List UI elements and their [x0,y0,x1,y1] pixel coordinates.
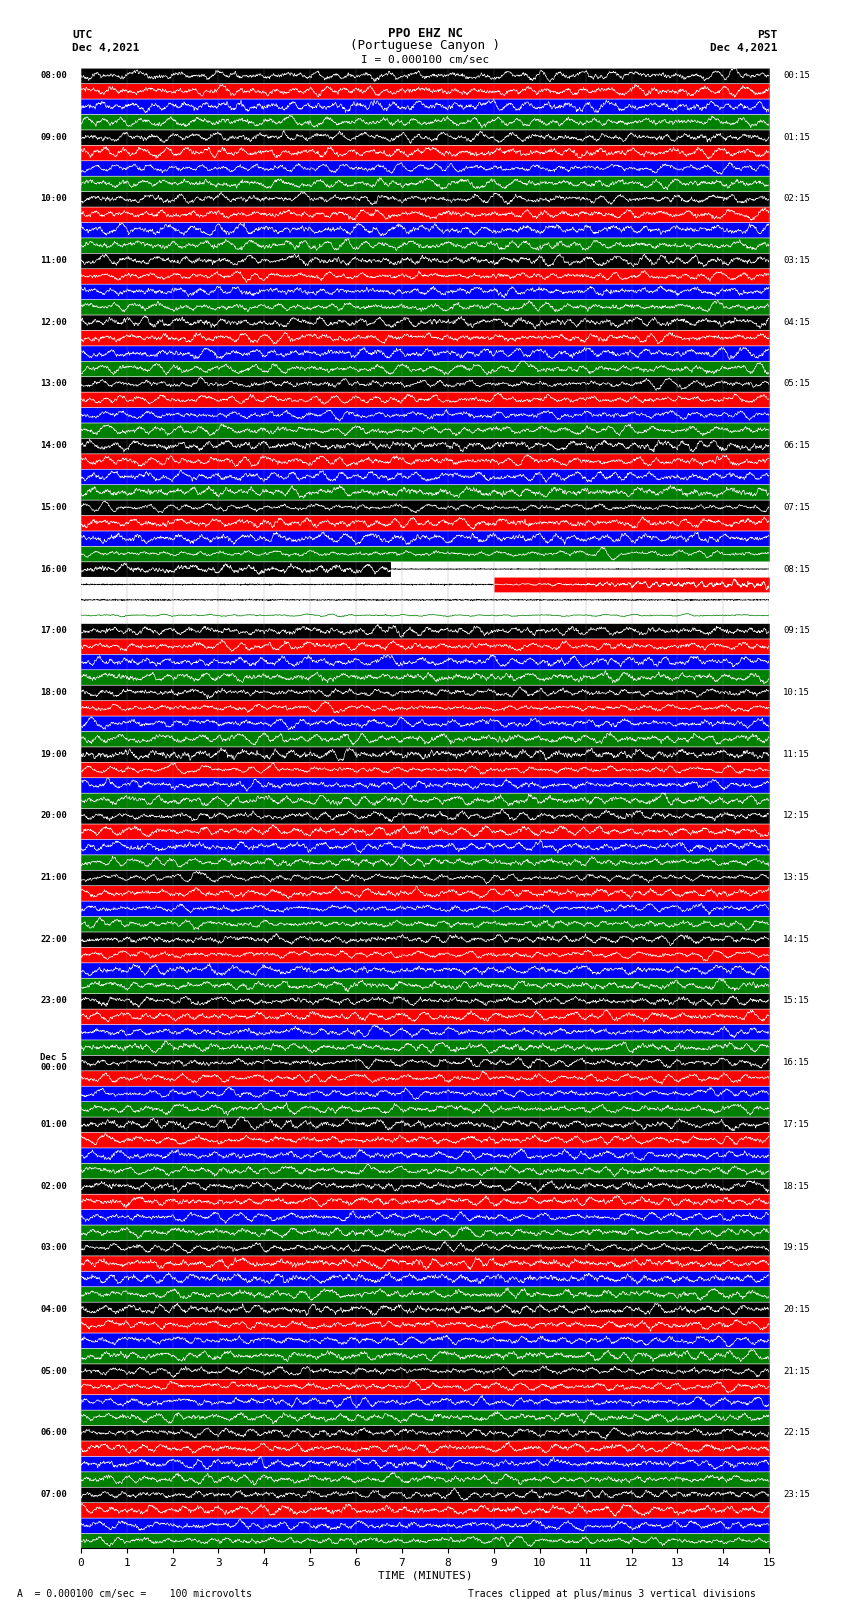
Text: (Portuguese Canyon ): (Portuguese Canyon ) [350,39,500,52]
Text: 18:15: 18:15 [783,1181,810,1190]
Text: 01:15: 01:15 [783,132,810,142]
Text: 07:00: 07:00 [40,1490,67,1498]
Text: PPO EHZ NC: PPO EHZ NC [388,27,462,40]
Text: 11:15: 11:15 [783,750,810,758]
Text: PST: PST [757,31,778,40]
Text: 22:00: 22:00 [40,934,67,944]
Text: 23:15: 23:15 [783,1490,810,1498]
Text: A  = 0.000100 cm/sec =    100 microvolts: A = 0.000100 cm/sec = 100 microvolts [17,1589,252,1598]
Text: 21:00: 21:00 [40,873,67,882]
Text: 03:15: 03:15 [783,256,810,265]
Text: 02:00: 02:00 [40,1181,67,1190]
Text: 16:15: 16:15 [783,1058,810,1068]
Text: 07:15: 07:15 [783,503,810,511]
Text: 04:15: 04:15 [783,318,810,327]
Text: 21:15: 21:15 [783,1366,810,1376]
Text: Dec 4,2021: Dec 4,2021 [711,44,778,53]
Text: 15:00: 15:00 [40,503,67,511]
Text: 05:15: 05:15 [783,379,810,389]
Text: 23:00: 23:00 [40,997,67,1005]
Text: 12:00: 12:00 [40,318,67,327]
Text: 18:00: 18:00 [40,687,67,697]
Text: 17:00: 17:00 [40,626,67,636]
Text: UTC: UTC [72,31,93,40]
Text: Dec 4,2021: Dec 4,2021 [72,44,139,53]
Text: 14:15: 14:15 [783,934,810,944]
Text: 10:15: 10:15 [783,687,810,697]
Text: 12:15: 12:15 [783,811,810,821]
Text: 19:00: 19:00 [40,750,67,758]
Text: 06:00: 06:00 [40,1428,67,1437]
Text: 13:00: 13:00 [40,379,67,389]
Text: Traces clipped at plus/minus 3 vertical divisions: Traces clipped at plus/minus 3 vertical … [468,1589,756,1598]
Text: 04:00: 04:00 [40,1305,67,1315]
Text: 17:15: 17:15 [783,1119,810,1129]
Text: 14:00: 14:00 [40,440,67,450]
Text: 20:15: 20:15 [783,1305,810,1315]
Text: 16:00: 16:00 [40,565,67,574]
Text: 09:15: 09:15 [783,626,810,636]
X-axis label: TIME (MINUTES): TIME (MINUTES) [377,1571,473,1581]
Text: I = 0.000100 cm/sec: I = 0.000100 cm/sec [361,55,489,65]
Text: 19:15: 19:15 [783,1244,810,1252]
Text: 08:15: 08:15 [783,565,810,574]
Text: Dec 5
00:00: Dec 5 00:00 [40,1053,67,1073]
Text: 01:00: 01:00 [40,1119,67,1129]
Text: 15:15: 15:15 [783,997,810,1005]
Text: 08:00: 08:00 [40,71,67,81]
Text: 13:15: 13:15 [783,873,810,882]
Text: 10:00: 10:00 [40,194,67,203]
Text: 20:00: 20:00 [40,811,67,821]
Text: 11:00: 11:00 [40,256,67,265]
Text: 02:15: 02:15 [783,194,810,203]
Text: 06:15: 06:15 [783,440,810,450]
Text: 22:15: 22:15 [783,1428,810,1437]
Text: 00:15: 00:15 [783,71,810,81]
Text: 03:00: 03:00 [40,1244,67,1252]
Text: 09:00: 09:00 [40,132,67,142]
Text: 05:00: 05:00 [40,1366,67,1376]
